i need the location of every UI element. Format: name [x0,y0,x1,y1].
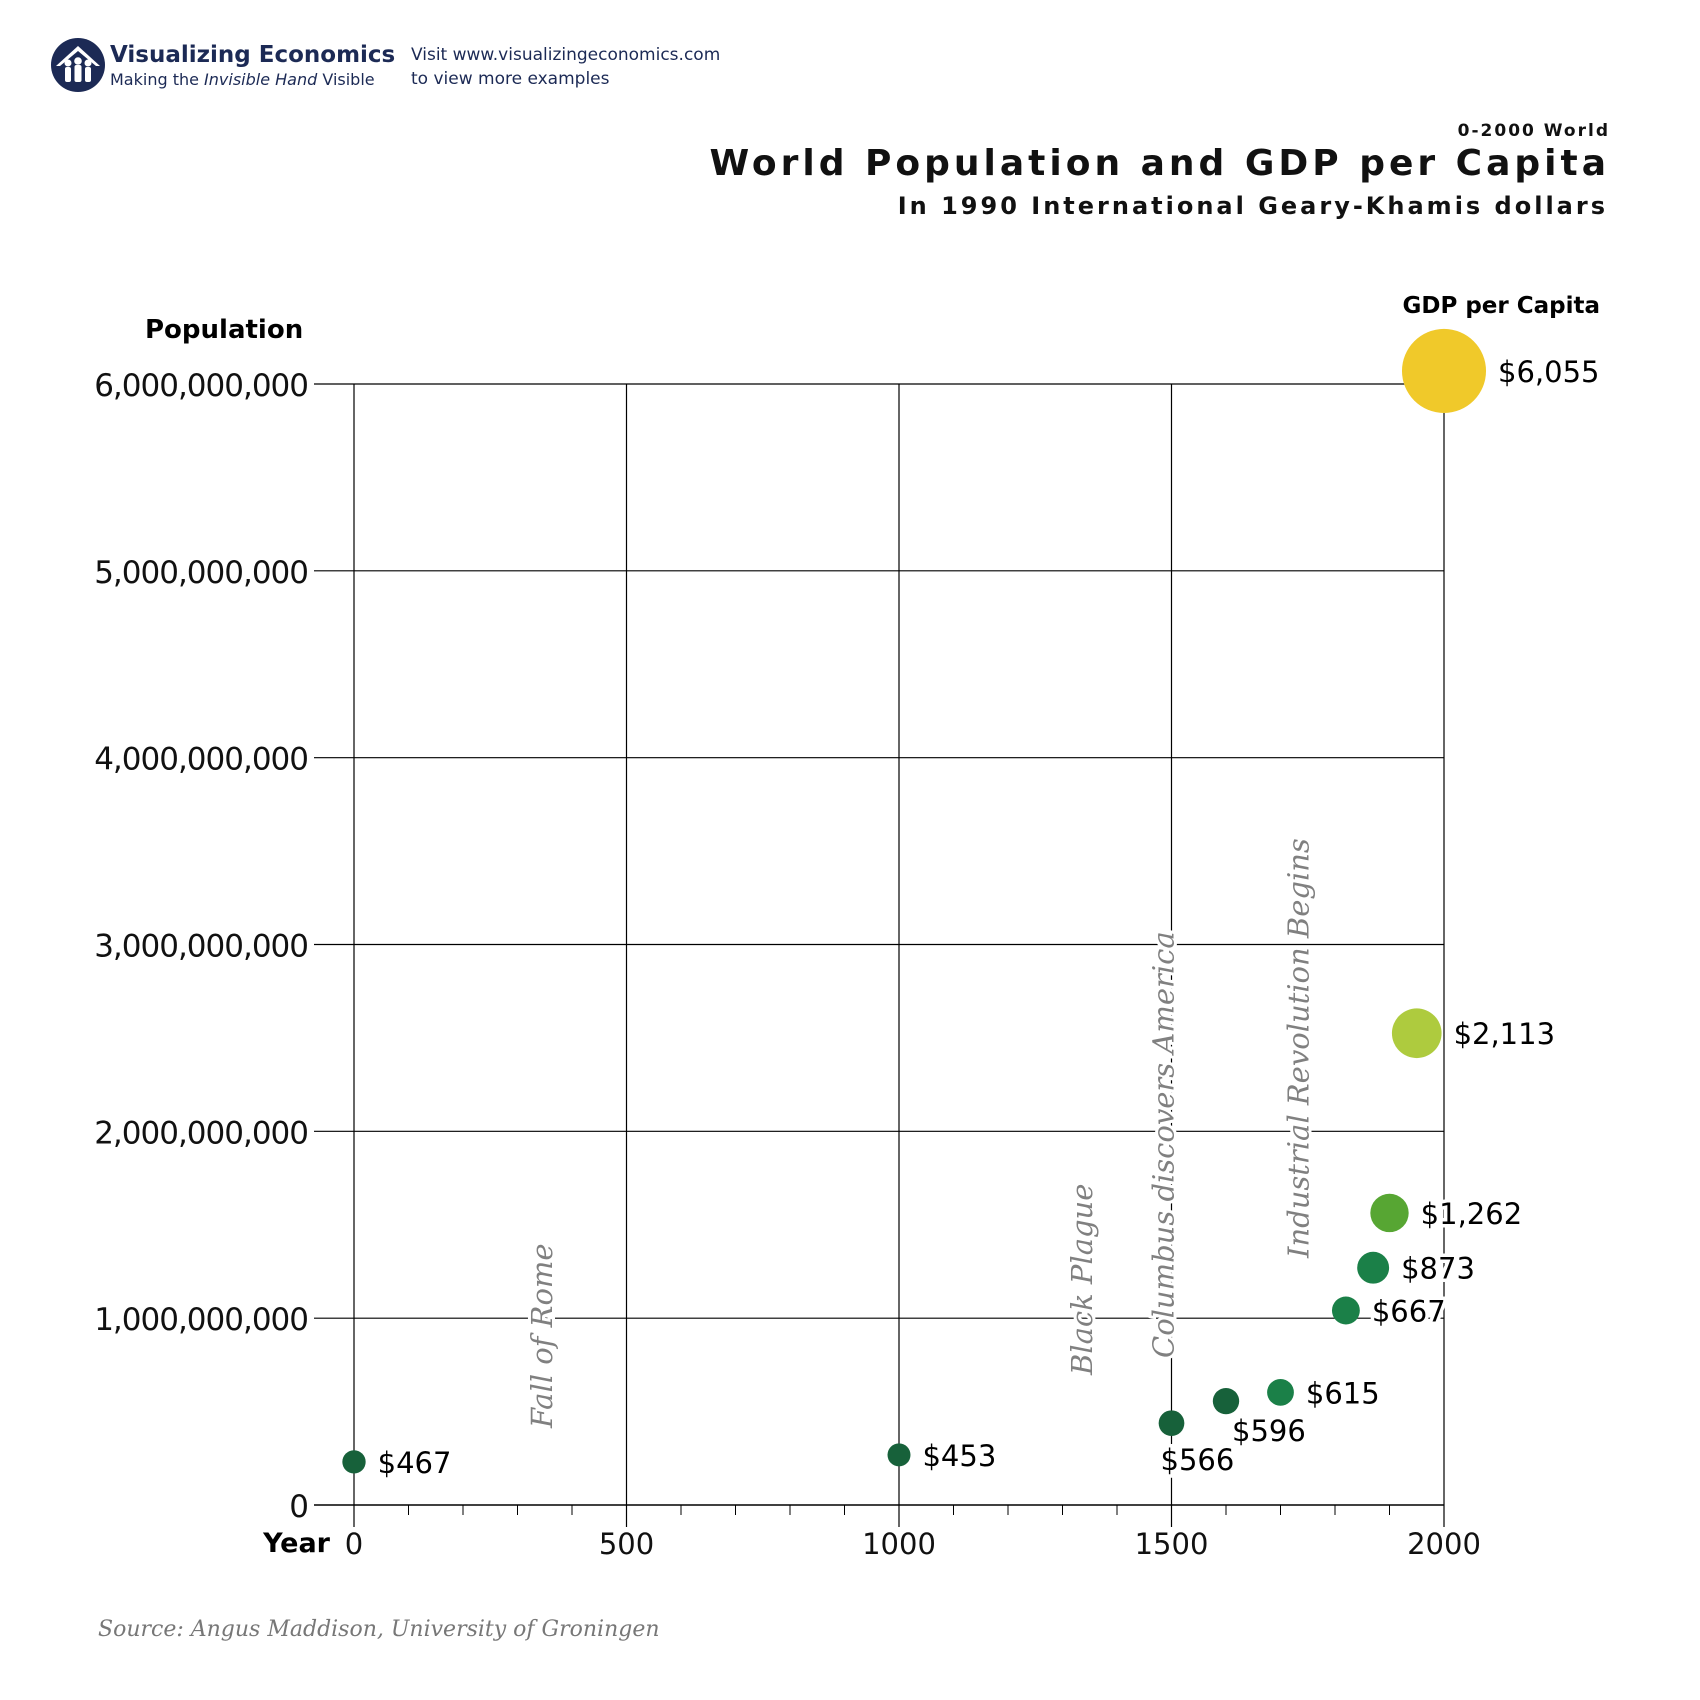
data-label: $1,262 [1421,1197,1522,1231]
data-label: $453 [922,1439,996,1473]
annotation-label: Industrial Revolution Begins [1281,838,1315,1259]
data-point [1357,1251,1390,1284]
visit-note: to view more examples [411,69,610,89]
ticks: 0 1,000,000,000 2,000,000,000 3,000,000,000… [94,368,1481,1561]
logo-people-icon [64,57,92,82]
data-point [1370,1193,1409,1233]
data-label: $615 [1306,1376,1380,1410]
data-label: $873 [1401,1252,1475,1286]
x-tick-label: 500 [599,1527,654,1561]
annotation-label: Fall of Rome [525,1243,559,1429]
data-label: $667 [1372,1295,1446,1329]
data-label: $566 [1161,1443,1235,1477]
x-tick-label: 1000 [862,1527,936,1561]
data-label: $467 [378,1446,452,1480]
data-label: $2,113 [1454,1017,1555,1051]
data-point [1158,1410,1185,1437]
y-tick-label: 6,000,000,000 [94,368,308,404]
y-tick-label: 0 [289,1489,308,1525]
size-legend-label: GDP per Capita [1402,293,1600,319]
x-tick-label: 2000 [1407,1527,1481,1561]
y-tick-label: 4,000,000,000 [94,742,308,778]
annotation-label: Columbus discovers America [1146,931,1180,1358]
data-point [1267,1378,1294,1406]
x-axis-label: Year [262,1528,331,1559]
y-axis-label: Population [145,315,303,345]
source-note: Source: Angus Maddison, University of Gr… [98,1617,660,1642]
chart-title: World Population and GDP per Capita [709,143,1610,184]
chart-supertitle: 0-2000 World [1458,121,1610,141]
x-tick-label: 0 [345,1527,363,1561]
logo-house-icon [56,46,100,66]
x-tick-label: 1500 [1135,1527,1209,1561]
logo-tagline: Making the Invisible Hand Visible [110,70,375,89]
data-point [342,1450,366,1474]
y-tick-label: 5,000,000,000 [94,555,308,591]
annotations: Fall of Rome Black Plague Columbus discove… [522,835,1318,1432]
data-point [1212,1387,1240,1415]
logo-title: Visualizing Economics [110,42,395,68]
data-point [1391,1008,1442,1059]
data-label: $596 [1232,1414,1306,1448]
y-tick-label: 1,000,000,000 [94,1302,308,1338]
logo[interactable]: Visualizing Economics Making the Invisib… [51,38,395,92]
annotation-label: Black Plague [1065,1184,1099,1376]
data-label: $6,055 [1498,355,1599,389]
y-tick-label: 2,000,000,000 [94,1115,308,1151]
y-tick-label: 3,000,000,000 [94,929,308,965]
data-points: $467 $453 $566$596$615 $667 $873 $1,262 $2,113… [342,328,1603,1483]
data-point [1401,328,1487,413]
data-point [887,1443,911,1467]
chart-subtitle: In 1990 International Geary-Khamis dolla… [898,192,1608,220]
grid [314,383,1445,1527]
visit-link[interactable]: Visit www.visualizingeconomics.com [411,45,720,65]
data-point [1331,1296,1360,1325]
